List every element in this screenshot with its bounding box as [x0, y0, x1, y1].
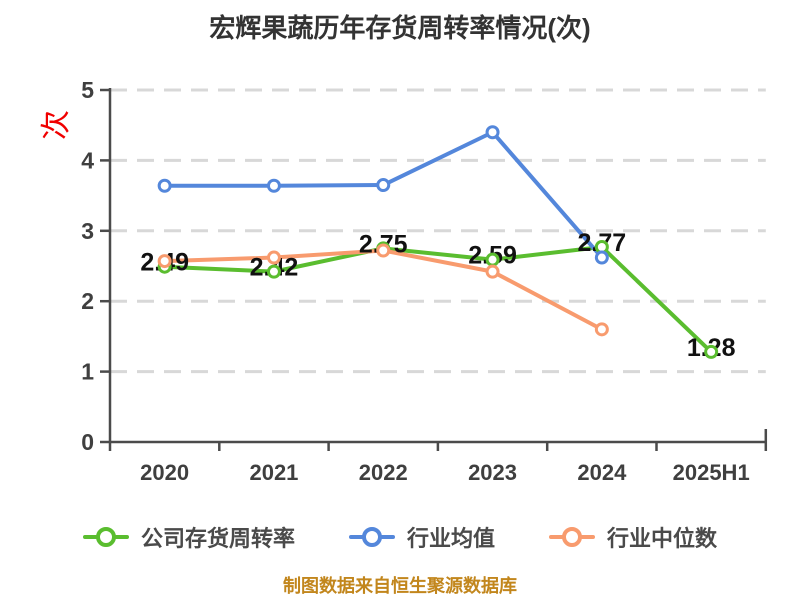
legend-label-industry-mean: 行业均值 — [406, 526, 495, 551]
legend-marker-company-icon — [82, 526, 129, 548]
svg-text:2023: 2023 — [468, 460, 517, 485]
svg-text:2022: 2022 — [359, 460, 408, 485]
svg-text:3: 3 — [81, 218, 94, 244]
chart-canvas: 012345202020212022202320242025H12.492.42… — [81, 77, 768, 485]
svg-text:2: 2 — [81, 288, 94, 314]
legend-item-industry-median: 行业中位数 — [549, 521, 717, 553]
svg-text:2025H1: 2025H1 — [673, 460, 750, 485]
svg-text:1: 1 — [81, 359, 94, 385]
legend-item-company: 公司存货周转率 — [82, 521, 295, 553]
legend-label-industry-median: 行业中位数 — [607, 526, 718, 551]
svg-text:4: 4 — [81, 147, 94, 173]
legend-label-company: 公司存货周转率 — [140, 526, 295, 551]
svg-text:2024: 2024 — [577, 460, 627, 485]
svg-text:0: 0 — [81, 429, 94, 455]
svg-text:5: 5 — [81, 77, 94, 103]
svg-text:2020: 2020 — [140, 460, 189, 485]
chart-legend: 公司存货周转率 行业均值 行业中位数 — [0, 514, 800, 560]
svg-text:2021: 2021 — [249, 460, 298, 485]
legend-marker-industry-median-icon — [549, 526, 595, 548]
chart-footer-source: 制图数据来自恒生聚源数据库 — [283, 576, 517, 596]
legend-marker-industry-mean-icon — [348, 526, 395, 548]
legend-item-industry-mean: 行业均值 — [348, 521, 495, 553]
chart-title: 宏辉果蔬历年存货周转率情况(次) — [209, 13, 591, 43]
